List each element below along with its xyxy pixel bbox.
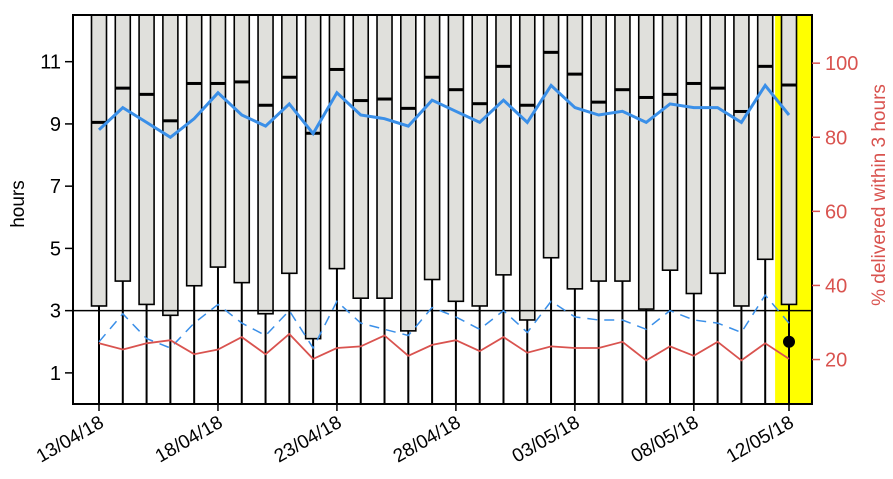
box bbox=[281, 14, 298, 275]
x-tick-label: 18/04/18 bbox=[152, 412, 227, 467]
x-tick-label: 12/05/18 bbox=[723, 412, 798, 467]
box bbox=[756, 14, 774, 261]
right-tick-label: 20 bbox=[825, 350, 847, 372]
x-tick-label: 08/05/18 bbox=[628, 412, 703, 467]
x-tick-label: 28/04/18 bbox=[390, 412, 465, 467]
box bbox=[423, 14, 441, 281]
left-axis: 1 3 5 7 9 11 bbox=[40, 52, 73, 385]
series-line-red bbox=[98, 332, 790, 362]
series-line-pct bbox=[97, 82, 791, 140]
box bbox=[637, 14, 655, 310]
left-tick-label: 7 bbox=[50, 176, 61, 198]
right-axis-title: % delivered within 3 hours bbox=[869, 84, 890, 306]
box bbox=[185, 14, 203, 287]
box-group bbox=[90, 14, 798, 404]
right-tick-label: 60 bbox=[825, 201, 847, 223]
box bbox=[733, 14, 750, 307]
box bbox=[328, 14, 346, 270]
right-tick-label: 100 bbox=[825, 53, 858, 75]
left-tick-label: 3 bbox=[50, 301, 61, 323]
left-tick-label: 9 bbox=[50, 114, 61, 136]
box bbox=[566, 14, 584, 290]
box bbox=[518, 14, 536, 321]
box bbox=[614, 14, 631, 282]
box bbox=[304, 14, 322, 340]
box bbox=[162, 14, 179, 317]
box bbox=[495, 14, 512, 276]
box bbox=[376, 14, 393, 299]
right-tick-label: 80 bbox=[825, 127, 847, 149]
series-line-dashed bbox=[98, 293, 790, 350]
x-tick-label: 13/04/18 bbox=[33, 412, 108, 467]
box bbox=[257, 14, 274, 315]
box bbox=[661, 14, 679, 271]
box bbox=[352, 14, 370, 299]
plot-frame bbox=[72, 14, 813, 405]
box bbox=[233, 14, 251, 284]
x-tick-label: 23/04/18 bbox=[271, 412, 346, 467]
box bbox=[709, 14, 726, 275]
box bbox=[209, 14, 227, 268]
left-axis-title: hours bbox=[8, 180, 29, 228]
box bbox=[114, 14, 132, 282]
left-tick-label: 11 bbox=[40, 52, 61, 74]
left-tick-label: 5 bbox=[50, 238, 61, 260]
right-tick-label: 40 bbox=[825, 275, 847, 297]
box bbox=[685, 14, 703, 295]
box bbox=[780, 14, 798, 306]
box bbox=[447, 14, 465, 303]
x-tick-label: 03/05/18 bbox=[509, 412, 584, 467]
right-axis: 20 40 60 80 100 bbox=[812, 53, 858, 372]
box bbox=[400, 14, 417, 332]
x-axis: 13/04/18 18/04/18 23/04/18 28/04/18 03/05/18… bbox=[33, 404, 798, 467]
box bbox=[138, 14, 155, 306]
box bbox=[471, 14, 488, 307]
highlight-point bbox=[783, 335, 795, 348]
box bbox=[590, 14, 607, 282]
box bbox=[90, 14, 108, 307]
left-tick-label: 1 bbox=[50, 363, 61, 385]
